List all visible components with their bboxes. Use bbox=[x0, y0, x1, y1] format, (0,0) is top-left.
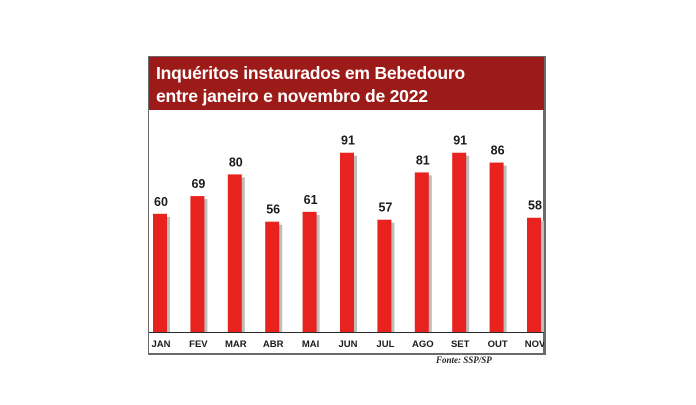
bar-ago bbox=[414, 172, 429, 332]
category-label-set: SET bbox=[451, 339, 470, 350]
chart-title-line-1: Inquéritos instaurados em Bebedouro bbox=[156, 63, 466, 83]
bar-fev bbox=[190, 196, 205, 332]
value-label-mai: 61 bbox=[304, 193, 318, 207]
bar-mar bbox=[227, 174, 242, 332]
bar-chart: 60 JAN 69 FEV 80 MAR 56 ABR 61 MAI 91 JUN 57 JUL 81 AGO… bbox=[149, 134, 544, 350]
bar-jul bbox=[377, 219, 392, 332]
category-label-nov: NOV bbox=[525, 339, 544, 350]
chart-title-line-2: entre janeiro e novembro de 2022 bbox=[156, 86, 428, 106]
category-label-out: OUT bbox=[488, 339, 508, 350]
value-label-set: 91 bbox=[453, 134, 467, 148]
bar-set bbox=[452, 152, 467, 332]
value-label-jul: 57 bbox=[378, 201, 392, 215]
category-label-mar: MAR bbox=[225, 339, 247, 350]
source-note: Fonte: SSP/SP bbox=[436, 355, 492, 365]
category-label-fev: FEV bbox=[189, 339, 208, 350]
value-label-ago: 81 bbox=[416, 153, 430, 167]
category-label-jan: JAN bbox=[151, 339, 170, 350]
category-label-jul: JUL bbox=[376, 339, 394, 350]
bar-nov bbox=[527, 217, 541, 332]
chart-card: Inquéritos instaurados em Bebedouro entr… bbox=[148, 56, 546, 355]
value-label-nov: 58 bbox=[528, 199, 542, 213]
value-label-mar: 80 bbox=[229, 155, 243, 169]
bar-abr bbox=[265, 221, 280, 332]
bar-out bbox=[489, 162, 504, 332]
value-label-abr: 56 bbox=[266, 203, 280, 217]
bar-jun bbox=[340, 152, 354, 332]
value-label-jan: 60 bbox=[154, 195, 168, 209]
value-label-jun: 91 bbox=[341, 134, 355, 148]
bar-jan bbox=[153, 213, 167, 332]
category-label-abr: ABR bbox=[263, 339, 284, 350]
category-label-jun: JUN bbox=[338, 339, 357, 350]
bar-mai bbox=[302, 211, 317, 332]
chart-header: Inquéritos instaurados em Bebedouro entr… bbox=[149, 57, 544, 110]
category-label-ago: AGO bbox=[412, 339, 434, 350]
category-label-mai: MAI bbox=[302, 339, 319, 350]
value-label-fev: 69 bbox=[191, 177, 205, 191]
value-label-out: 86 bbox=[491, 144, 505, 158]
